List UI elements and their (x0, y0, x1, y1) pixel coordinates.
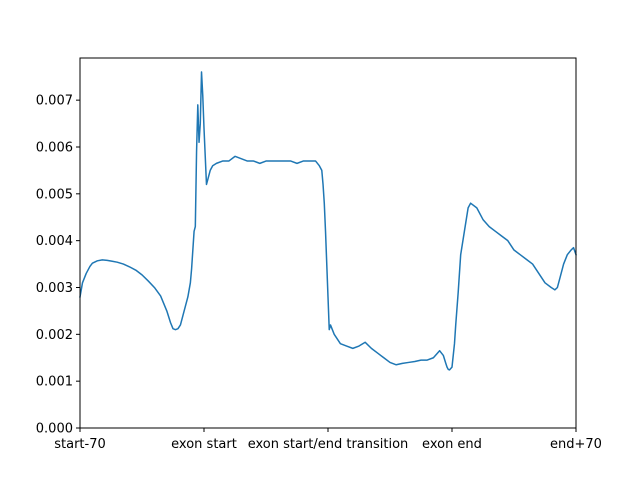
series-layer (79, 71, 577, 371)
x-tick-label: exon end (422, 437, 482, 452)
y-tick-label: 0.007 (36, 94, 73, 109)
x-tick-label: start-70 (54, 437, 106, 452)
y-tick-label: 0.006 (36, 140, 73, 155)
y-tick-label: 0.002 (36, 328, 73, 343)
series-line-0 (79, 71, 577, 371)
x-axis: start-70 exon start exon start/end transit… (54, 428, 602, 452)
y-tick-label: 0.003 (36, 281, 73, 296)
y-tick-label: 0.000 (36, 422, 73, 437)
plot-area (80, 58, 576, 428)
axes-frame (79, 57, 577, 429)
y-axis: 0.000 0.001 0.002 0.003 0.004 0.005 0.006 0.007 (36, 94, 80, 437)
x-tick-label: exon start (171, 437, 237, 452)
x-tick-label: exon start/end transition (248, 437, 409, 452)
y-tick-label: 0.001 (36, 375, 73, 390)
y-tick-label: 0.005 (36, 187, 73, 202)
y-tick-label: 0.004 (36, 234, 73, 249)
x-tick-label: end+70 (550, 437, 602, 452)
